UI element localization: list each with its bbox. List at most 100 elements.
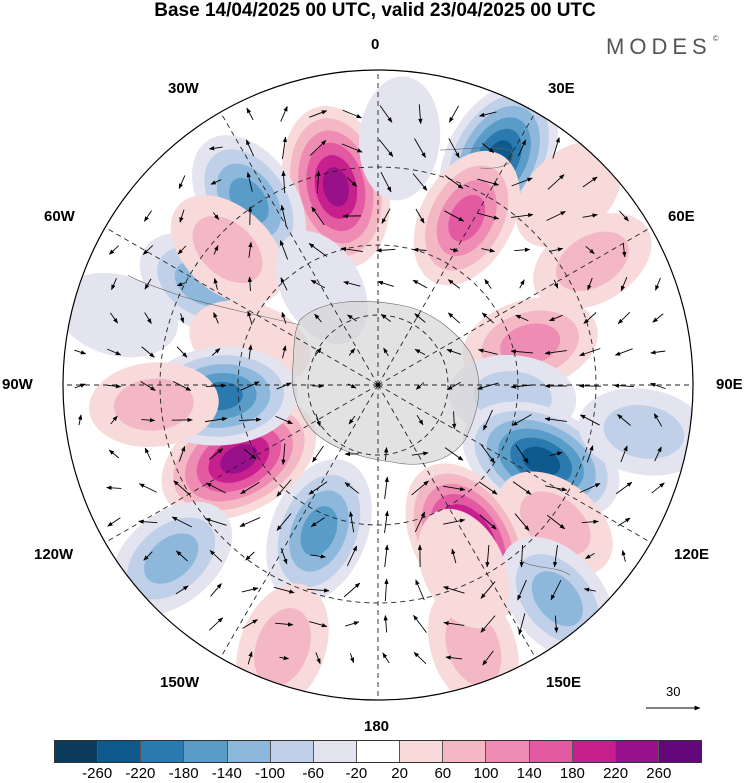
wind-vector [476,382,499,390]
wind-vector [208,146,223,151]
wind-vector [378,139,394,157]
wind-vector [617,311,631,325]
wind-vector [280,204,287,227]
colorbar-bin [312,741,356,762]
wind-vector [652,313,664,323]
wind-vector [240,381,260,391]
meridian-line [104,227,379,386]
wind-vector [241,587,259,593]
wind-vector [514,513,530,531]
wind-vector [280,105,288,122]
wind-vector [481,444,495,464]
anomaly-contour [113,378,194,431]
wind-vector [240,481,260,495]
wind-vector [138,483,157,493]
anomaly-contour [254,607,311,687]
wind-vector [480,615,496,633]
wind-vector [414,138,426,158]
colorbar-tick-label: 180 [559,765,585,782]
meridian-line [220,111,379,386]
anomaly-contour [144,533,199,584]
wind-vector [517,579,527,601]
wind-vector [343,582,361,598]
wind-vector [416,414,424,426]
wind-vector [138,519,158,524]
wind-vector [477,178,500,186]
wind-vector [280,547,288,565]
wind-vector [480,581,496,599]
wind-vector [511,414,532,426]
wind-vector [519,544,524,568]
wind-vector [205,416,228,423]
colorbar-bin [183,741,227,762]
modes-logo: MODES© [606,34,719,59]
wind-vector [650,350,666,355]
wind-vector [281,170,286,194]
wind-vector [617,517,631,527]
label-60w: 60W [44,208,75,225]
wind-vector [314,313,322,323]
map-boundary [62,69,694,701]
wind-vector [579,414,600,426]
wind-vector [208,448,224,460]
meridian-line [104,384,379,543]
wind-vector [547,174,565,190]
wind-vector [442,586,465,594]
wind-vector [140,381,156,391]
wind-vector [212,212,220,220]
wind-vector [383,447,389,461]
colorbar-tick-label: 60 [434,765,452,782]
wind-vector [106,485,122,491]
wind-vector [549,451,563,457]
wind-vector [553,279,559,289]
wind-vector [276,513,292,531]
colorbar-tick-label: 260 [646,765,672,782]
wind-vector [510,349,533,354]
wind-vector [615,481,633,495]
wind-vector [444,175,464,189]
wind-vector [107,517,121,527]
wind-vector [383,614,388,633]
anomaly-contour [603,405,685,459]
wind-vector [347,314,357,322]
wind-vector [583,587,596,592]
wind-vector [381,208,391,224]
wind-vector [173,480,191,496]
label-60e: 60E [668,208,695,225]
wind-vector [382,652,390,664]
colorbar-bin [226,741,270,762]
wind-vector [481,143,495,153]
colorbar-bin [528,741,572,762]
wind-vector [477,212,500,220]
wind-vector [349,653,355,664]
wind-vector [282,345,287,359]
wind-vector [411,451,429,456]
wind-vector [446,381,461,391]
wind-vector [211,348,221,356]
wind-vector [245,139,255,157]
wind-vector [315,413,321,427]
wind-vector [380,172,392,193]
wind-vector [309,140,327,156]
wind-vector [443,485,466,492]
colorbar [54,740,702,763]
wind-vector [483,409,493,431]
wind-vector [619,210,629,222]
wind-vector [445,655,463,660]
wind-vector [514,247,531,252]
wind-vector [110,415,118,425]
wind-vector [384,578,389,602]
wind-vector [346,545,358,567]
wind-vector [414,313,426,323]
anomaly-contour [522,446,561,476]
wind-vector [511,213,534,218]
map-title: Base 14/04/2025 00 UTC, valid 23/04/2025… [154,0,596,21]
wind-vector [583,312,597,324]
wind-vector [478,481,498,495]
wind-vector [384,476,389,499]
wind-vector [620,445,628,463]
wind-vector [544,350,567,355]
anomaly-contour [515,140,623,248]
wind-vector [281,311,287,324]
wind-vector [348,415,356,425]
